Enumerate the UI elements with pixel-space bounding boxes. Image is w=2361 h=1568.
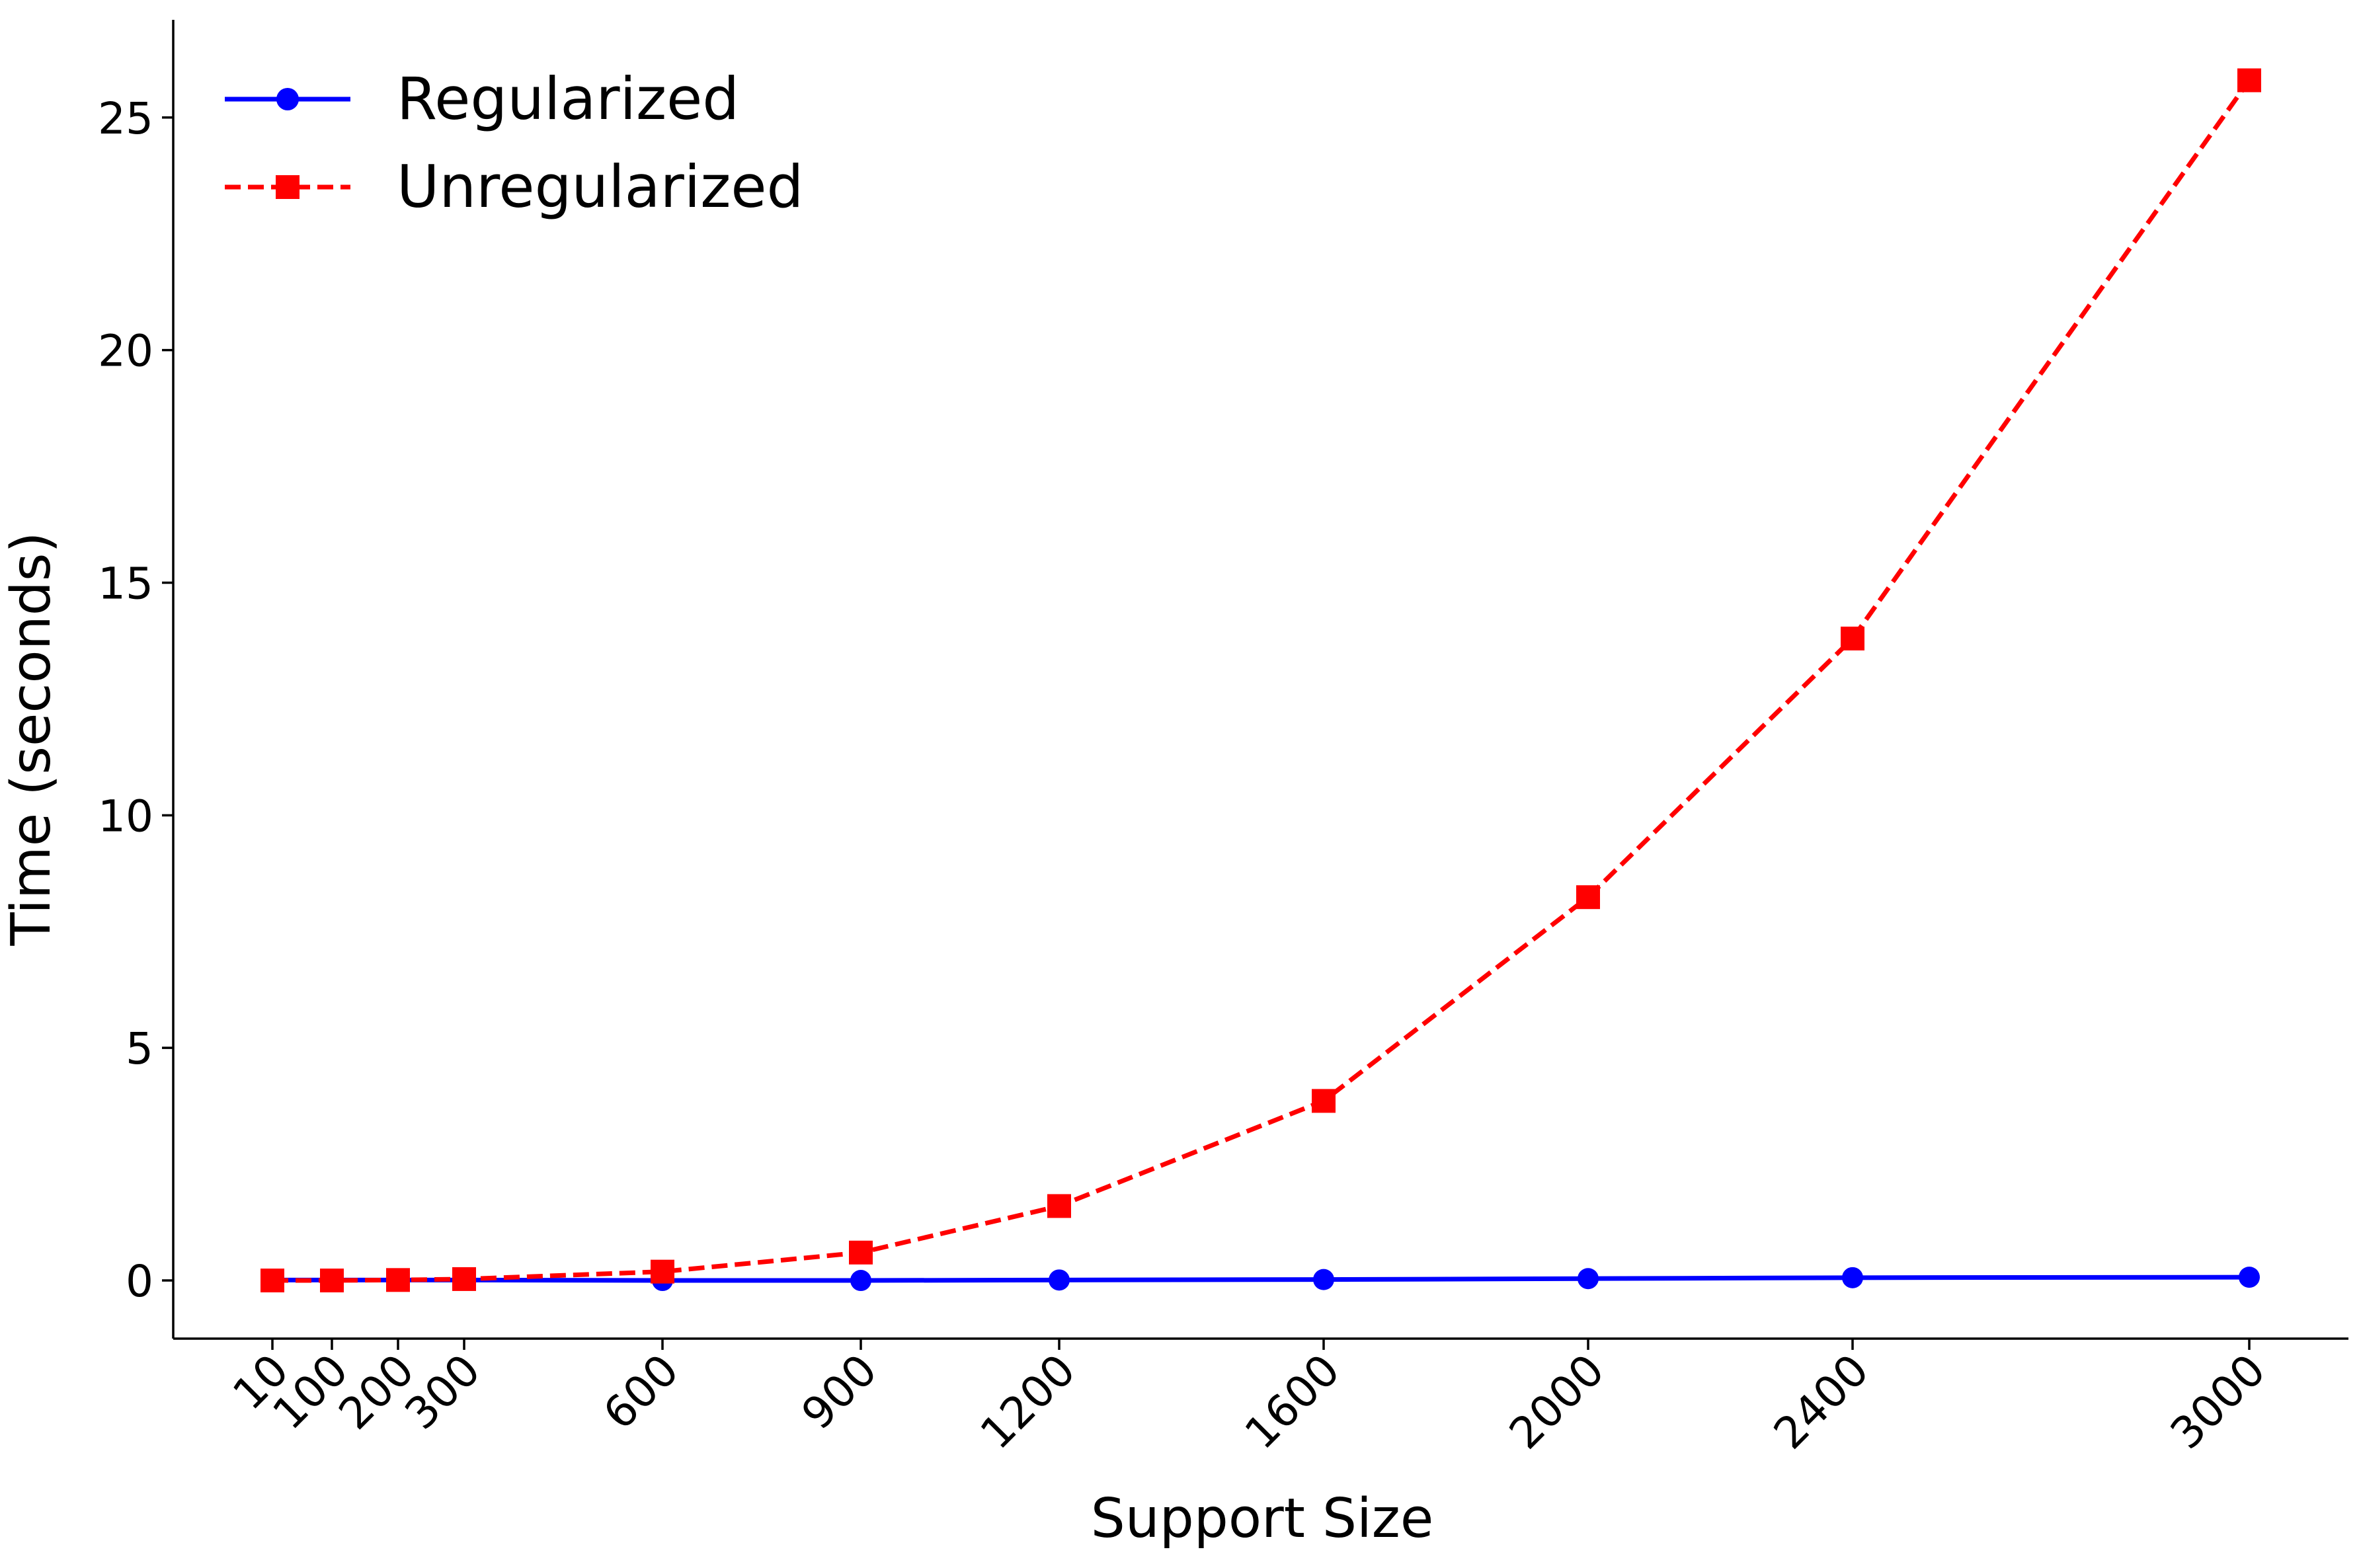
x-tick-label: 2400 bbox=[1764, 1345, 1878, 1459]
series-unregularized bbox=[260, 68, 2261, 1293]
data-point bbox=[1047, 1194, 1071, 1218]
y-tick-label: 20 bbox=[98, 326, 153, 377]
legend-label: Regularized bbox=[397, 65, 739, 133]
series-line bbox=[272, 79, 2251, 1283]
data-point bbox=[452, 1267, 476, 1291]
legend-label: Unregularized bbox=[397, 153, 803, 221]
data-point bbox=[1313, 1269, 1334, 1290]
data-point bbox=[1312, 1089, 1336, 1113]
data-point bbox=[1841, 626, 1864, 650]
legend-marker bbox=[276, 175, 300, 199]
x-tick-label: 1600 bbox=[1235, 1345, 1349, 1459]
x-tick-label: 2000 bbox=[1500, 1345, 1614, 1459]
data-point bbox=[1576, 885, 1600, 910]
x-tick-label: 900 bbox=[792, 1345, 887, 1440]
data-point bbox=[849, 1240, 873, 1265]
data-point bbox=[1578, 1268, 1599, 1290]
y-tick-label: 25 bbox=[98, 93, 153, 144]
x-tick-label: 3000 bbox=[2161, 1345, 2275, 1459]
series-line bbox=[272, 1274, 2250, 1283]
legend-marker bbox=[276, 88, 299, 110]
data-point bbox=[2237, 68, 2261, 93]
x-tick-label: 300 bbox=[395, 1345, 491, 1440]
legend-item: Regularized bbox=[225, 65, 739, 133]
series-layer bbox=[260, 68, 2261, 1293]
x-tick-label: 600 bbox=[594, 1345, 689, 1440]
legend: Regularized Unregularized bbox=[225, 65, 803, 221]
legend-item: Unregularized bbox=[225, 153, 803, 221]
y-tick-label: 15 bbox=[98, 558, 153, 609]
y-tick-label: 0 bbox=[126, 1256, 153, 1307]
y-tick-label: 5 bbox=[126, 1023, 153, 1074]
data-point bbox=[320, 1269, 344, 1293]
axes bbox=[172, 20, 2348, 1340]
data-point bbox=[651, 1259, 674, 1284]
data-point bbox=[850, 1270, 871, 1292]
data-point bbox=[260, 1269, 284, 1293]
x-tick-label: 1200 bbox=[971, 1345, 1085, 1459]
y-tick-label: 10 bbox=[98, 791, 153, 842]
data-point bbox=[386, 1268, 410, 1292]
y-axis-label: Time (seconds) bbox=[0, 532, 63, 947]
x-axis-label: Support Size bbox=[1091, 1487, 1434, 1550]
data-point bbox=[2239, 1267, 2260, 1288]
series-regularized bbox=[262, 1267, 2260, 1292]
data-point bbox=[1049, 1269, 1070, 1291]
data-point bbox=[1842, 1267, 1863, 1288]
